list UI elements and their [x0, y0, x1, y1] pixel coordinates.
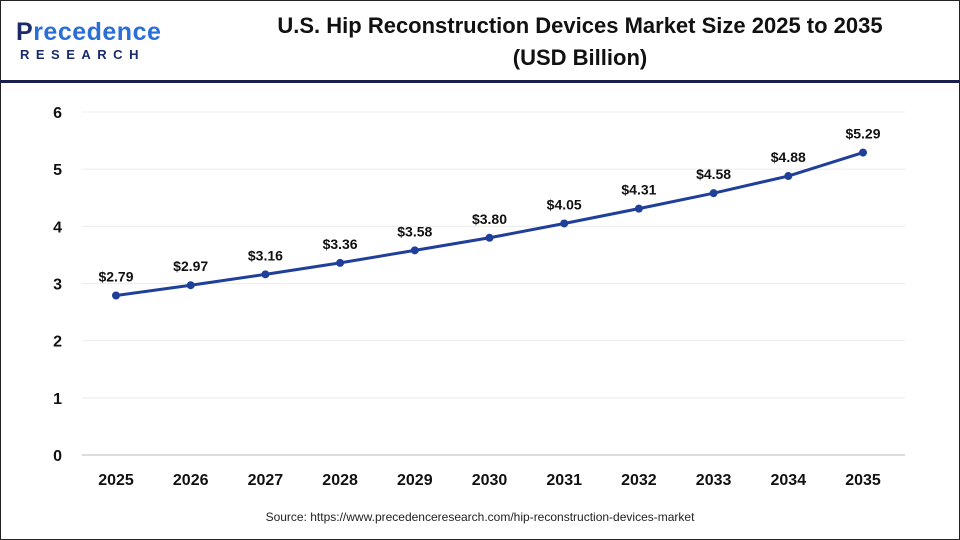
x-tick-label: 2026	[173, 472, 209, 489]
x-tick-label: 2025	[98, 472, 134, 489]
x-tick-label: 2028	[322, 472, 358, 489]
data-point	[859, 148, 867, 157]
x-tick-label: 2029	[397, 472, 433, 489]
data-point	[336, 258, 345, 267]
x-tick-label: 2027	[248, 472, 284, 489]
data-point	[485, 233, 494, 242]
data-label: $3.58	[397, 223, 432, 239]
data-label: $2.97	[173, 258, 208, 274]
data-label: $3.16	[248, 247, 283, 263]
y-tick-label: 6	[53, 105, 62, 122]
data-label: $2.79	[98, 269, 133, 285]
data-label: $3.80	[472, 211, 507, 227]
data-point	[634, 204, 643, 213]
y-tick-label: 0	[53, 448, 62, 465]
data-label: $4.05	[547, 196, 582, 212]
data-label: $4.58	[696, 166, 731, 182]
x-tick-label: 2032	[621, 472, 657, 489]
x-tick-label: 2031	[546, 472, 582, 489]
data-point	[560, 219, 569, 228]
data-label: $3.36	[323, 236, 358, 252]
data-point	[709, 189, 718, 198]
data-label: $4.31	[621, 182, 656, 198]
x-tick-label: 2034	[771, 472, 807, 489]
precedence-research-logo: Precedence RESEARCH	[16, 18, 162, 62]
data-point	[784, 172, 793, 181]
header: Precedence RESEARCH U.S. Hip Reconstruct…	[0, 0, 960, 83]
y-tick-label: 5	[53, 162, 62, 179]
y-tick-label: 3	[53, 277, 62, 294]
chart-title: U.S. Hip Reconstruction Devices Market S…	[277, 13, 883, 70]
y-tick-label: 1	[53, 391, 62, 408]
y-tick-label: 2	[53, 334, 62, 351]
data-label: $4.88	[771, 149, 806, 165]
data-point	[112, 291, 120, 300]
data-point	[410, 246, 419, 255]
x-tick-label: 2030	[472, 472, 508, 489]
data-label: $5.29	[845, 126, 880, 142]
x-tick-label: 2035	[845, 472, 881, 489]
x-tick-label: 2033	[696, 472, 732, 489]
data-point	[186, 281, 195, 290]
y-tick-label: 4	[53, 219, 62, 236]
source-text: Source: https://www.precedenceresearch.c…	[265, 510, 695, 524]
data-point	[261, 270, 270, 279]
